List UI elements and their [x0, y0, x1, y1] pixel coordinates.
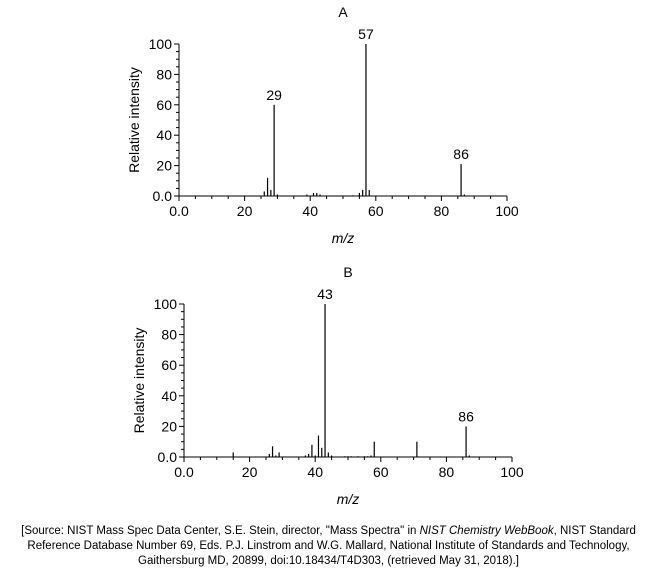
charta-x-tick-label: 40 — [302, 203, 318, 219]
charta-x-tick-label: 20 — [237, 203, 253, 219]
charta-title: A — [338, 4, 348, 20]
charta-y-axis-label: Relative intensity — [126, 67, 142, 173]
charta-x-tick-label: 0.0 — [169, 203, 189, 219]
source-line1-pre: [Source: NIST Mass Spec Data Center, S.E… — [21, 525, 420, 537]
chartb-y-axis-label: Relative intensity — [131, 328, 147, 434]
charta-peak-label: 86 — [453, 146, 469, 162]
chartb-y-tick-label: 0.0 — [158, 449, 178, 465]
chartb-peak-label: 43 — [317, 286, 333, 302]
chartb-x-tick-label: 20 — [242, 464, 258, 480]
charta-x-tick-label: 80 — [434, 203, 450, 219]
charta-x-axis-label: m/z — [332, 230, 355, 246]
charta-y-tick-label: 0.0 — [153, 188, 173, 204]
source-line3: Gaithersburg MD, 20899, doi:10.18434/T4D… — [138, 555, 519, 567]
chartb-x-tick-label: 80 — [439, 464, 455, 480]
chartb-y-tick-label: 40 — [161, 388, 177, 404]
chartb-y-tick-label: 60 — [161, 357, 177, 373]
charta-y-tick-label: 100 — [149, 36, 173, 52]
charta-x-tick-label: 100 — [495, 203, 519, 219]
chartb-x-tick-label: 100 — [500, 464, 524, 480]
chartb-x-axis-label: m/z — [337, 491, 360, 507]
charta-peak-label: 57 — [358, 26, 374, 42]
source-line1-italic: NIST Chemistry WebBook — [419, 525, 554, 537]
chartb-peak-label: 86 — [458, 408, 474, 424]
charta-y-tick-label: 60 — [156, 97, 172, 113]
source-line2: Reference Database Number 69, Eds. P.J. … — [27, 540, 630, 552]
chartb-x-tick-label: 40 — [307, 464, 323, 480]
charta-y-tick-label: 80 — [156, 66, 172, 82]
chartb-x-tick-label: 0.0 — [174, 464, 194, 480]
chartb-title: B — [343, 264, 352, 280]
chartb-y-tick-label: 20 — [161, 418, 177, 434]
charta-y-tick-label: 40 — [156, 127, 172, 143]
chartb-y-tick-label: 80 — [161, 327, 177, 343]
charta-peak-label: 29 — [266, 87, 282, 103]
charta-y-tick-label: 20 — [156, 158, 172, 174]
chartb-y-tick-label: 100 — [154, 296, 178, 312]
source-line1-post: , NIST Standard — [553, 525, 636, 537]
charta-x-tick-label: 60 — [368, 203, 384, 219]
source-citation: [Source: NIST Mass Spec Data Center, S.E… — [0, 524, 657, 569]
chartb-x-tick-label: 60 — [373, 464, 389, 480]
